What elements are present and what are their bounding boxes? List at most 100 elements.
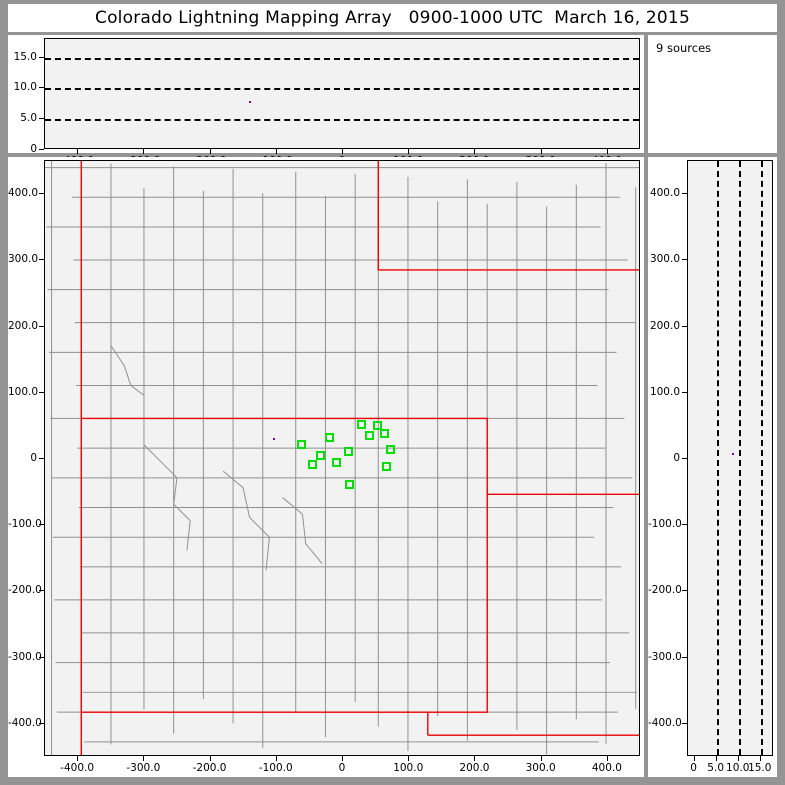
east-height-panel: 400.0 300.0 200.0 100.0 0 -100.0 -200.0 -300.0 -…: [648, 157, 777, 777]
lma-source-marker[interactable]: [379, 429, 389, 439]
lma-source-marker[interactable]: [331, 457, 341, 467]
x-tick-label: 300.0: [525, 762, 556, 774]
lma-source-marker[interactable]: [297, 439, 307, 449]
x-tick-mark: [143, 756, 145, 761]
y-tick-label: -400.0: [648, 716, 682, 729]
y-tick-mark: [682, 722, 687, 724]
altitude-gridline: [45, 88, 639, 91]
lma-source-marker[interactable]: [364, 430, 374, 440]
altitude-gridline: [716, 161, 719, 755]
y-tick-label: 200.0: [8, 319, 39, 332]
y-tick-label: -100.0: [8, 518, 42, 531]
y-tick-label: -200.0: [648, 584, 682, 597]
y-tick-label: -300.0: [648, 650, 682, 663]
y-tick-mark: [39, 149, 44, 150]
altitude-gridline: [760, 161, 763, 755]
y-tick-label: 100.0: [8, 385, 39, 398]
y-tick-label: 300.0: [8, 253, 39, 266]
x-tick-label: 0: [338, 762, 346, 774]
lma-source-marker[interactable]: [731, 452, 734, 455]
x-tick-mark: [408, 149, 410, 154]
page-title: Colorado Lightning Mapping Array 0900-10…: [95, 8, 690, 28]
x-tick-label: 10.0: [726, 762, 750, 774]
title-bar: Colorado Lightning Mapping Array 0900-10…: [8, 4, 777, 32]
y-tick-mark: [39, 524, 44, 526]
east-height-plot-area[interactable]: [687, 160, 773, 756]
time-height-plot-area[interactable]: [44, 38, 640, 149]
source-count-panel: 9 sources: [648, 35, 777, 153]
y-tick-mark: [39, 722, 44, 724]
y-tick-label: -200.0: [8, 584, 42, 597]
lma-source-marker[interactable]: [357, 420, 367, 430]
y-tick-label: 100.0: [649, 385, 680, 398]
plan-view-map-panel: 400.0 300.0 200.0 100.0 0 -100.0 -200.0 -300.0 -…: [8, 157, 644, 777]
lma-source-marker[interactable]: [372, 421, 382, 431]
plan-view-plot-area[interactable]: [44, 160, 640, 756]
x-tick-label: 0: [690, 762, 697, 774]
y-tick-mark: [39, 87, 44, 89]
y-tick-label: -400.0: [8, 716, 42, 729]
y-tick-label: 200.0: [649, 319, 680, 332]
y-tick-label: 0: [30, 143, 37, 155]
lma-source-marker[interactable]: [325, 433, 335, 443]
y-tick-mark: [39, 391, 44, 393]
x-tick-label: 200.0: [459, 762, 490, 774]
lma-source-marker[interactable]: [343, 446, 353, 456]
x-tick-label: 5.0: [707, 762, 725, 774]
y-tick-mark: [39, 590, 44, 592]
altitude-gridline: [45, 119, 639, 122]
x-tick-label: 400.0: [591, 762, 622, 774]
lma-source-marker[interactable]: [273, 438, 276, 441]
x-tick-mark: [474, 149, 476, 154]
x-tick-mark: [474, 756, 476, 761]
map-geography: [45, 161, 639, 755]
x-tick-mark: [342, 756, 343, 761]
x-tick-mark: [77, 149, 79, 154]
lma-source-marker[interactable]: [249, 100, 252, 103]
y-tick-mark: [39, 259, 44, 261]
x-tick-mark: [715, 756, 717, 761]
lma-source-marker[interactable]: [308, 459, 318, 469]
x-tick-label: -200.0: [192, 762, 227, 774]
x-tick-label: 100.0: [393, 762, 424, 774]
y-tick-label: 400.0: [649, 187, 680, 200]
y-tick-label: 0: [673, 452, 680, 464]
time-height-panel: 05.010.015.0-400.0-300.0-200.0-100.00100…: [8, 35, 644, 167]
lma-source-marker[interactable]: [345, 479, 355, 489]
x-tick-mark: [143, 149, 145, 154]
y-tick-mark: [39, 458, 44, 459]
x-tick-label: -400.0: [60, 762, 95, 774]
x-tick-mark: [540, 756, 542, 761]
y-tick-mark: [682, 391, 687, 393]
y-tick-mark: [39, 118, 44, 120]
x-tick-mark: [540, 149, 542, 154]
y-tick-mark: [682, 325, 687, 327]
y-tick-mark: [39, 325, 44, 327]
x-tick-mark: [693, 756, 695, 761]
x-tick-mark: [275, 756, 277, 761]
x-tick-mark: [275, 149, 277, 154]
y-tick-mark: [39, 193, 44, 195]
x-tick-mark: [606, 149, 608, 154]
y-tick-mark: [682, 259, 687, 261]
x-tick-mark: [209, 149, 211, 154]
y-tick-label: 300.0: [649, 253, 680, 266]
lma-source-marker[interactable]: [382, 462, 392, 472]
x-tick-label: -300.0: [126, 762, 161, 774]
y-tick-mark: [39, 656, 44, 658]
x-tick-mark: [737, 756, 739, 761]
x-tick-label: -100.0: [258, 762, 293, 774]
x-tick-mark: [606, 756, 608, 761]
lma-source-marker[interactable]: [315, 451, 325, 461]
y-tick-label: 10.0: [13, 81, 37, 94]
y-tick-mark: [39, 56, 44, 58]
y-tick-label: -300.0: [8, 650, 42, 663]
y-tick-mark: [682, 590, 687, 592]
y-tick-label: 0: [30, 452, 37, 464]
lma-source-marker[interactable]: [386, 445, 396, 455]
y-tick-mark: [682, 656, 687, 658]
altitude-gridline: [738, 161, 741, 755]
y-tick-mark: [682, 458, 687, 459]
y-tick-mark: [682, 193, 687, 195]
